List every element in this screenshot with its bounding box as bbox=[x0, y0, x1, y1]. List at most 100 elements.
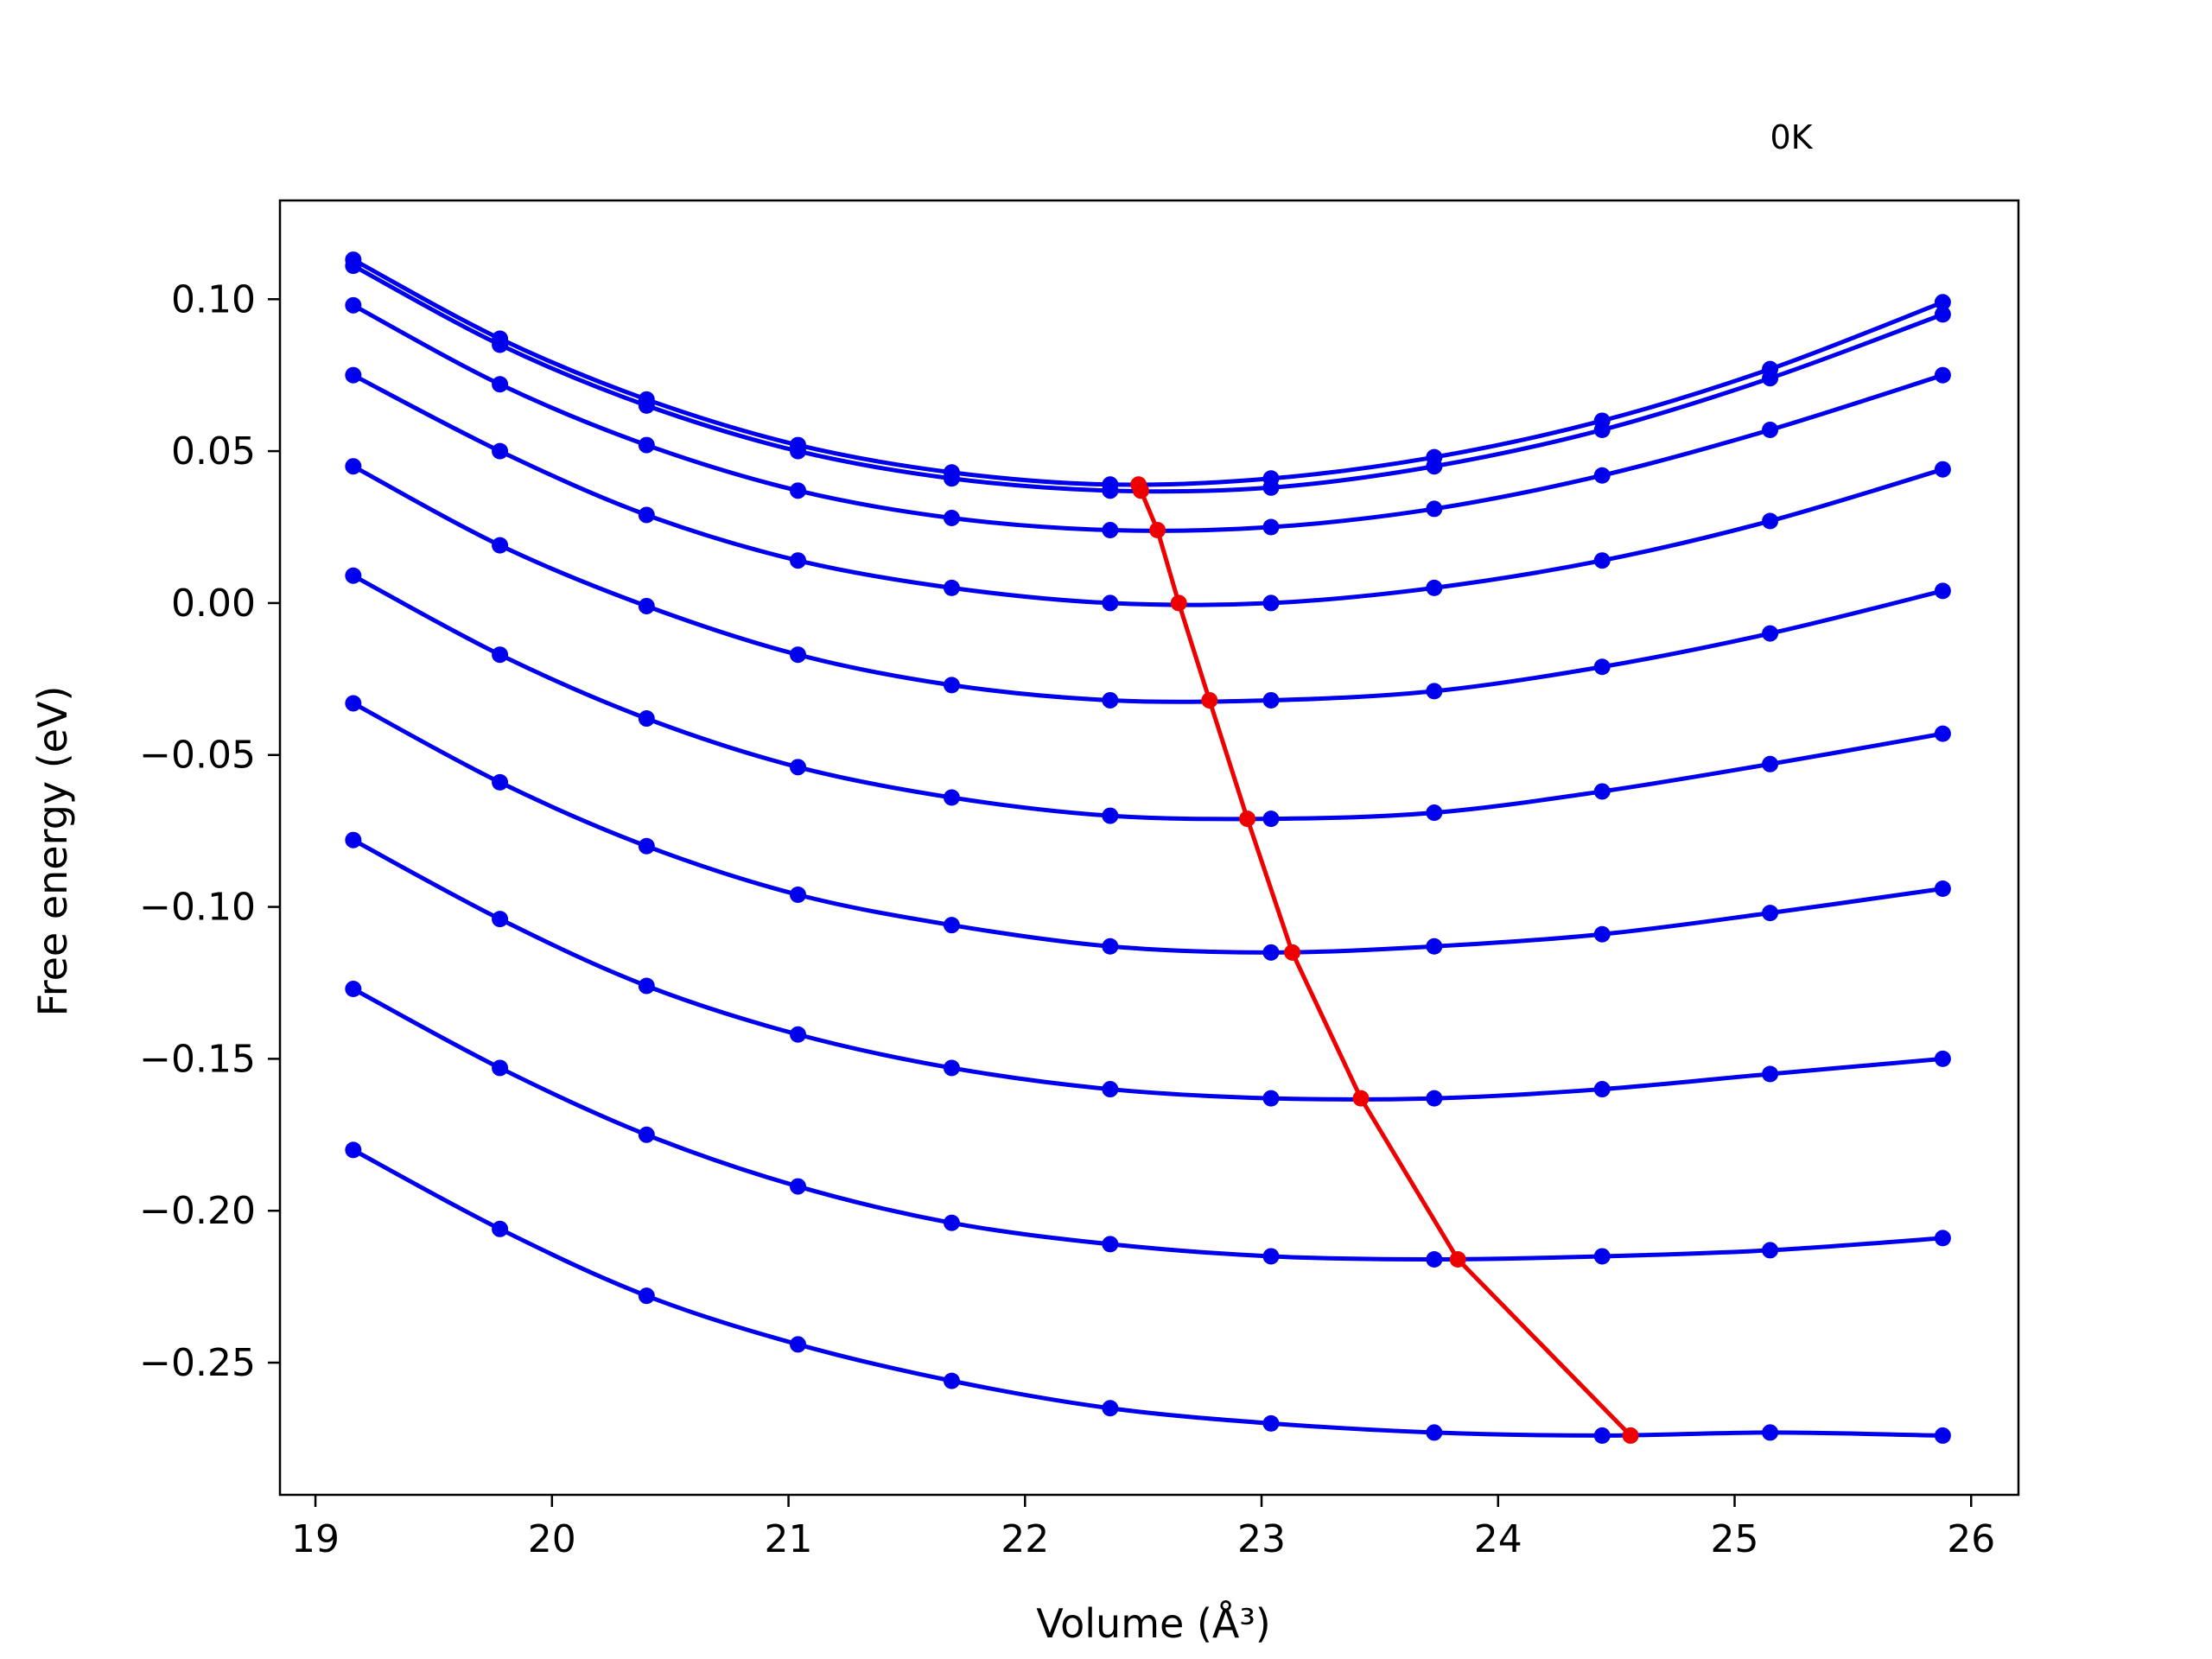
y-tick-label-2: 0.00 bbox=[171, 582, 256, 626]
series-6-point-0 bbox=[345, 695, 362, 712]
series-7-point-1 bbox=[492, 911, 509, 928]
series-1-point-9 bbox=[1762, 370, 1779, 387]
series-6-point-3 bbox=[789, 887, 806, 904]
series-7-point-4 bbox=[943, 1059, 960, 1077]
x-tick-label-5: 24 bbox=[1474, 1517, 1522, 1561]
series-3-point-2 bbox=[638, 506, 655, 524]
series-1-point-2 bbox=[638, 397, 655, 414]
series-4-point-8 bbox=[1593, 658, 1611, 676]
x-tick-label-7: 26 bbox=[1947, 1517, 1995, 1561]
minimum-point-2 bbox=[1149, 522, 1166, 539]
plot-layer bbox=[345, 251, 1951, 1444]
series-1-point-8 bbox=[1593, 421, 1611, 438]
series-5-point-3 bbox=[789, 759, 806, 776]
series-3-point-6 bbox=[1262, 594, 1280, 612]
series-3-point-9 bbox=[1762, 512, 1779, 530]
series-2-point-6 bbox=[1262, 518, 1280, 536]
series-8-point-4 bbox=[943, 1214, 960, 1231]
series-1-point-0 bbox=[345, 257, 362, 275]
series-7-point-6 bbox=[1262, 1090, 1280, 1107]
minimum-point-1 bbox=[1132, 482, 1149, 499]
series-7-point-7 bbox=[1426, 1090, 1443, 1107]
series-1-point-10 bbox=[1934, 306, 1951, 323]
series-1-point-5 bbox=[1102, 482, 1119, 499]
series-4-point-10 bbox=[1934, 582, 1951, 600]
series-3-point-4 bbox=[943, 579, 960, 596]
series-9-point-8 bbox=[1593, 1427, 1611, 1444]
series-9-point-3 bbox=[789, 1336, 806, 1353]
series-9-point-10 bbox=[1934, 1427, 1951, 1444]
series-4-point-2 bbox=[638, 597, 655, 614]
series-0-point-10 bbox=[1934, 294, 1951, 311]
series-4-point-7 bbox=[1426, 683, 1443, 700]
series-6-point-10 bbox=[1934, 880, 1951, 897]
series-2-point-5 bbox=[1102, 522, 1119, 539]
series-7-point-9 bbox=[1762, 1065, 1779, 1083]
series-2-point-2 bbox=[638, 436, 655, 454]
y-tick-label-0: 0.10 bbox=[171, 277, 256, 321]
y-tick-label-5: −0.15 bbox=[139, 1037, 256, 1081]
series-9-point-6 bbox=[1262, 1414, 1280, 1432]
y-tick-label-3: −0.05 bbox=[139, 734, 256, 778]
plot-frame bbox=[278, 199, 2020, 1497]
series-4-point-5 bbox=[1102, 691, 1119, 709]
series-5-point-10 bbox=[1934, 725, 1951, 742]
series-6-point-7 bbox=[1426, 938, 1443, 955]
x-tick-label-3: 22 bbox=[1001, 1517, 1049, 1561]
series-2-point-10 bbox=[1934, 366, 1951, 384]
minimum-point-4 bbox=[1201, 691, 1218, 709]
series-7-point-10 bbox=[1934, 1050, 1951, 1067]
series-2-point-9 bbox=[1762, 421, 1779, 438]
series-5-point-1 bbox=[492, 646, 509, 664]
y-axis-label: Free energy (eV) bbox=[29, 686, 76, 1017]
series-8-point-3 bbox=[789, 1178, 806, 1195]
series-7-point-0 bbox=[345, 831, 362, 849]
series-7-point-5 bbox=[1102, 1081, 1119, 1098]
series-9-point-9 bbox=[1762, 1424, 1779, 1441]
series-4-point-9 bbox=[1762, 625, 1779, 642]
series-5-point-0 bbox=[345, 567, 362, 584]
series-2-point-4 bbox=[943, 509, 960, 526]
series-2-point-8 bbox=[1593, 467, 1611, 484]
series-1-point-6 bbox=[1262, 479, 1280, 496]
series-8-point-8 bbox=[1593, 1248, 1611, 1265]
series-7-point-2 bbox=[638, 977, 655, 995]
series-6-point-9 bbox=[1762, 905, 1779, 922]
series-1-point-4 bbox=[943, 470, 960, 487]
series-9-point-5 bbox=[1102, 1400, 1119, 1417]
series-3-point-8 bbox=[1593, 552, 1611, 569]
series-2-point-1 bbox=[492, 376, 509, 393]
minimum-point-8 bbox=[1449, 1250, 1466, 1268]
series-3-point-1 bbox=[492, 442, 509, 460]
minimum-point-9 bbox=[1622, 1427, 1639, 1444]
series-5-point-4 bbox=[943, 789, 960, 806]
series-8-point-1 bbox=[492, 1059, 509, 1077]
series-5-point-2 bbox=[638, 710, 655, 728]
series-6-point-4 bbox=[943, 917, 960, 934]
minimum-point-6 bbox=[1284, 944, 1301, 961]
series-8-point-10 bbox=[1934, 1230, 1951, 1247]
series-9-point-4 bbox=[943, 1372, 960, 1389]
series-7-point-3 bbox=[789, 1026, 806, 1043]
temperature-annotation: 0K bbox=[1770, 118, 1813, 156]
series-3-point-0 bbox=[345, 366, 362, 384]
series-5-point-7 bbox=[1426, 804, 1443, 822]
y-tick-label-1: 0.05 bbox=[171, 429, 256, 474]
series-7-point-8 bbox=[1593, 1081, 1611, 1098]
series-2-point-0 bbox=[345, 296, 362, 314]
series-8-point-2 bbox=[638, 1126, 655, 1143]
series-9-point-0 bbox=[345, 1141, 362, 1159]
series-1-point-3 bbox=[789, 442, 806, 460]
series-8-point-9 bbox=[1762, 1242, 1779, 1259]
y-tick-label-6: −0.20 bbox=[139, 1189, 256, 1233]
series-9-point-1 bbox=[492, 1220, 509, 1237]
minima-line bbox=[1136, 483, 1632, 1438]
series-3-point-3 bbox=[789, 552, 806, 569]
series-5-point-8 bbox=[1593, 783, 1611, 800]
series-4-point-4 bbox=[943, 677, 960, 694]
series-8-point-6 bbox=[1262, 1248, 1280, 1265]
x-tick-label-1: 20 bbox=[528, 1517, 576, 1561]
x-tick-label-4: 23 bbox=[1237, 1517, 1286, 1561]
series-5-point-9 bbox=[1762, 755, 1779, 772]
